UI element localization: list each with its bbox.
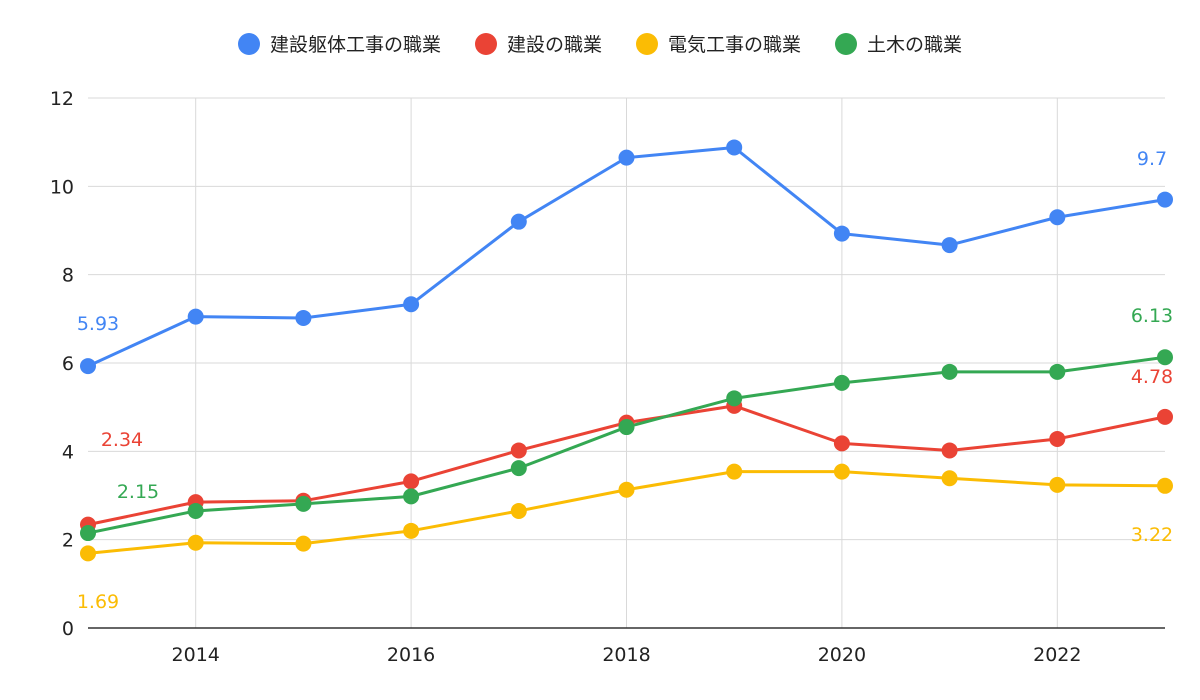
data-label-series-2-last: 4.78 xyxy=(1131,366,1173,388)
data-point-series-4[interactable] xyxy=(1049,363,1066,380)
legend-item-series-3[interactable]: 電気工事の職業 xyxy=(636,30,801,57)
data-point-series-4[interactable] xyxy=(1157,349,1173,366)
data-label-series-2-first: 2.34 xyxy=(101,429,143,451)
legend-label-series-1: 建設躯体工事の職業 xyxy=(269,34,441,56)
y-tick-label: 0 xyxy=(62,618,74,640)
legend-marker-series-1 xyxy=(237,32,260,55)
y-tick-label: 4 xyxy=(62,441,74,463)
data-label-series-1-last: 9.7 xyxy=(1137,148,1167,170)
legend-label-series-4: 土木の職業 xyxy=(867,34,963,56)
y-tick-label: 8 xyxy=(62,265,74,287)
data-point-series-2[interactable] xyxy=(941,442,958,459)
y-tick-label: 6 xyxy=(62,353,74,375)
data-point-series-3[interactable] xyxy=(1049,476,1066,493)
legend-item-series-2[interactable]: 建設の職業 xyxy=(474,30,602,57)
data-point-series-2[interactable] xyxy=(833,435,850,452)
legend-marker-series-3 xyxy=(636,32,658,55)
legend-marker-series-2 xyxy=(474,32,497,55)
chart-axes: 0 2 4 6 8 10 12 2014 2016 2018 2020 2022 xyxy=(50,88,1165,666)
x-tick-label: 2022 xyxy=(1033,644,1081,666)
data-point-series-1[interactable] xyxy=(618,149,635,166)
data-point-series-3[interactable] xyxy=(403,522,420,539)
data-point-series-2[interactable] xyxy=(1157,408,1173,425)
y-tick-label: 2 xyxy=(62,530,74,552)
data-point-series-3[interactable] xyxy=(941,470,958,487)
data-point-series-4[interactable] xyxy=(510,460,527,477)
data-point-series-3[interactable] xyxy=(1157,477,1173,494)
data-label-series-1-first: 5.93 xyxy=(77,313,119,335)
data-point-series-4[interactable] xyxy=(403,488,420,505)
data-point-series-3[interactable] xyxy=(295,535,312,552)
chart-data-labels: 5.93 9.7 2.34 4.78 1.69 3.22 2.15 6.13 xyxy=(77,148,1173,613)
data-label-series-3-first: 1.69 xyxy=(77,591,119,613)
data-point-series-4[interactable] xyxy=(187,502,204,519)
legend-item-series-1[interactable]: 建設躯体工事の職業 xyxy=(237,30,441,57)
data-point-series-4[interactable] xyxy=(833,374,850,391)
data-point-series-3[interactable] xyxy=(187,534,204,551)
legend-label-series-2: 建設の職業 xyxy=(506,34,602,56)
x-tick-label: 2018 xyxy=(602,644,650,666)
data-point-series-3[interactable] xyxy=(80,545,96,562)
data-point-series-1[interactable] xyxy=(941,237,958,254)
data-point-series-4[interactable] xyxy=(295,495,312,512)
data-label-series-3-last: 3.22 xyxy=(1131,524,1173,546)
y-tick-label: 10 xyxy=(50,176,74,198)
data-point-series-1[interactable] xyxy=(1157,191,1173,208)
data-point-series-3[interactable] xyxy=(618,481,635,498)
data-point-series-2[interactable] xyxy=(510,442,527,459)
legend-label-series-3: 電気工事の職業 xyxy=(668,34,802,56)
data-point-series-4[interactable] xyxy=(80,525,96,542)
legend-item-series-4[interactable]: 土木の職業 xyxy=(835,30,962,57)
y-tick-label: 12 xyxy=(50,88,74,110)
legend-marker-series-4 xyxy=(835,32,858,55)
data-point-series-4[interactable] xyxy=(726,390,743,407)
data-point-series-1[interactable] xyxy=(833,225,850,242)
data-label-series-4-first: 2.15 xyxy=(117,481,159,503)
data-point-series-2[interactable] xyxy=(403,473,420,490)
data-point-series-2[interactable] xyxy=(1049,430,1066,447)
data-point-series-3[interactable] xyxy=(510,502,527,519)
data-point-series-1[interactable] xyxy=(726,139,743,156)
data-label-series-4-last: 6.13 xyxy=(1131,305,1173,327)
data-point-series-1[interactable] xyxy=(510,213,527,230)
data-point-series-1[interactable] xyxy=(295,309,312,326)
data-point-series-3[interactable] xyxy=(833,463,850,480)
x-tick-label: 2014 xyxy=(172,644,220,666)
data-point-series-1[interactable] xyxy=(80,358,96,375)
data-point-series-4[interactable] xyxy=(941,363,958,380)
data-point-series-4[interactable] xyxy=(618,419,635,436)
data-point-series-3[interactable] xyxy=(726,463,743,480)
x-tick-label: 2016 xyxy=(387,644,435,666)
data-point-series-1[interactable] xyxy=(1049,209,1066,226)
chart-grid xyxy=(88,97,1165,628)
chart-data-points xyxy=(80,139,1173,562)
data-point-series-1[interactable] xyxy=(403,296,420,313)
chart-legend: 建設躯体工事の職業 建設の職業 電気工事の職業 土木の職業 xyxy=(0,30,1200,57)
x-tick-label: 2020 xyxy=(818,644,866,666)
data-point-series-1[interactable] xyxy=(187,308,204,325)
